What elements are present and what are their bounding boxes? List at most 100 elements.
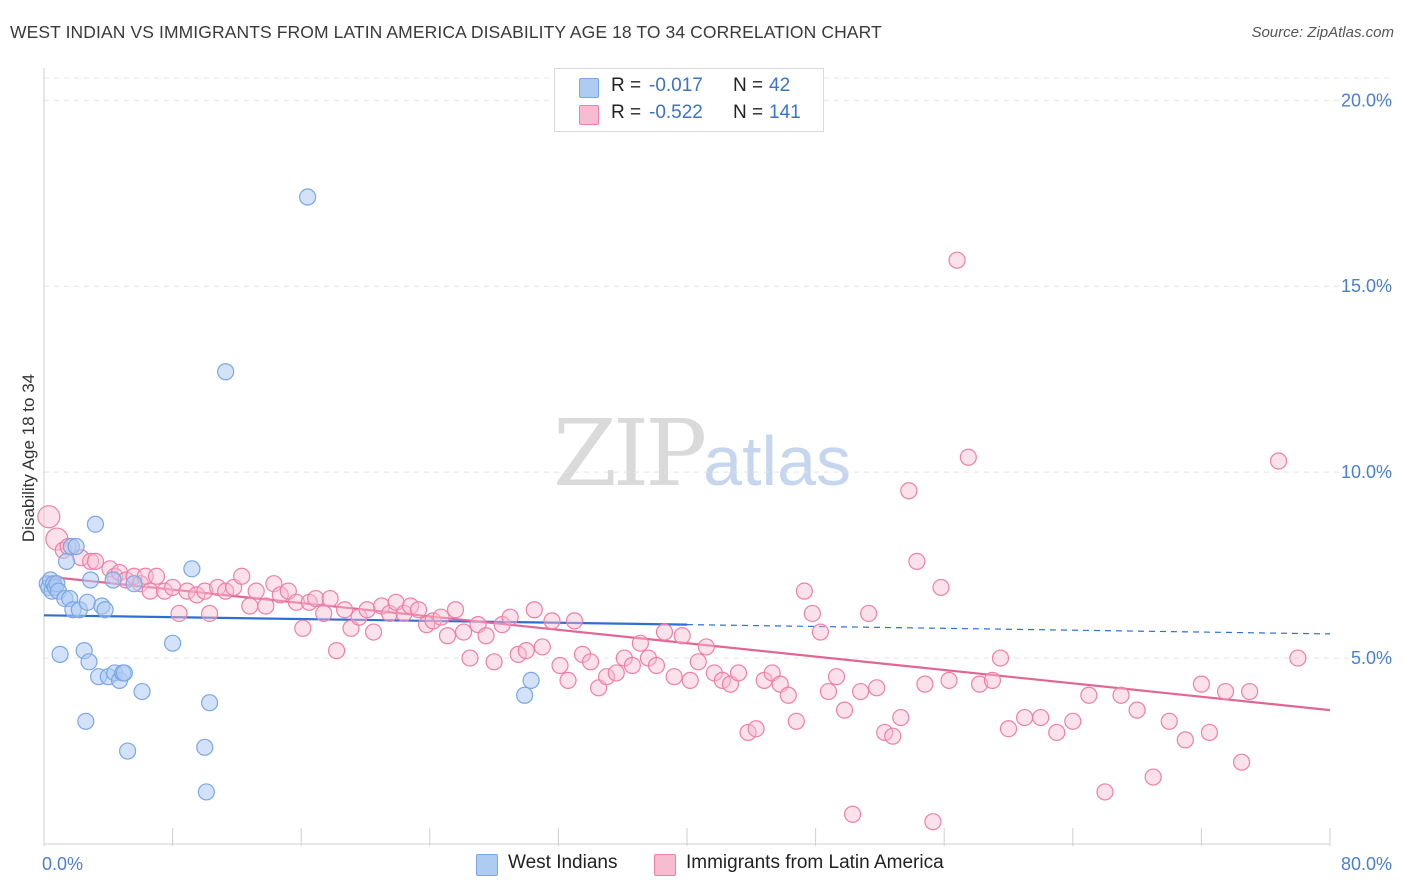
point-latin-america [852,682,870,701]
point-latin-america [787,712,805,730]
point-latin-america [983,671,1002,689]
trend-line-latin-america [43,575,1331,712]
source-label: Source: ZipAtlas.com [1251,24,1394,41]
legend-r-value: -0.017 [649,75,703,96]
point-west-indians [522,671,540,689]
chart-title: WEST INDIAN VS IMMIGRANTS FROM LATIN AME… [10,22,882,42]
point-latin-america [1200,723,1219,742]
point-west-indians [118,742,137,760]
point-latin-america [178,582,196,600]
point-latin-america [364,623,383,641]
point-latin-america [631,634,649,652]
legend-n-label: N = [733,102,764,123]
point-latin-america [565,612,584,630]
point-west-indians [133,682,151,701]
point-latin-america [86,552,105,570]
y-tick-label: 5.0% [1351,648,1392,668]
trend-lines [43,575,1331,712]
point-west-indians [104,571,122,589]
point-latin-america [892,708,910,727]
point-latin-america [1096,783,1114,801]
point-latin-america [729,664,748,682]
point-latin-america [424,612,442,630]
point-latin-america [438,627,457,645]
point-latin-america [141,582,159,600]
point-west-indians [217,363,235,381]
point-latin-america [327,642,346,660]
point-west-indians [80,653,98,671]
y-tick-label: 10.0% [1341,462,1392,482]
point-latin-america [307,589,325,608]
point-west-indians [57,552,76,570]
legend-r-label: R = [611,75,642,96]
point-latin-america [147,567,166,585]
point-latin-america [358,601,376,619]
point-latin-america [1064,712,1082,730]
point-west-indians [299,188,317,206]
point-latin-america [446,601,465,619]
point-latin-america [1015,708,1034,727]
point-latin-america [598,668,616,686]
point-west-indians [96,601,114,619]
legend-swatch-latin-america [579,105,599,125]
point-west-indians [115,664,133,682]
bottom-legend-swatch [476,854,498,876]
point-latin-america [681,671,699,689]
point-latin-america [843,805,862,823]
watermark-zip: ZIP [553,400,707,507]
point-west-indians [77,712,95,730]
point-latin-america [827,668,846,686]
legend-r-value: -0.522 [649,102,703,123]
point-latin-america [170,604,188,623]
point-latin-america [811,623,830,641]
axes [43,68,1331,846]
legend-swatch-west-indians [579,78,599,98]
point-latin-america [257,597,275,615]
point-latin-america [543,612,561,630]
bottom-legend-label: Immigrants from Latin America [686,852,944,873]
point-latin-america [940,671,958,689]
point-latin-america [155,582,174,600]
legend-r-label: R = [611,102,642,123]
point-latin-america [247,582,265,600]
point-latin-america [673,627,691,645]
point-latin-america [533,638,551,656]
y-tick-label: 15.0% [1341,276,1392,296]
point-latin-america [581,653,600,671]
watermark: ZIPatlas [553,400,851,507]
point-latin-america [294,619,312,637]
point-latin-america [697,638,715,656]
point-latin-america [647,656,666,675]
point-latin-america [1269,452,1288,470]
point-latin-america [991,649,1010,667]
point-latin-america [559,671,577,689]
point-latin-america [1192,675,1211,693]
point-latin-america [868,679,886,697]
point-latin-america [1128,701,1146,719]
point-latin-america [916,675,934,693]
point-latin-america [517,642,535,660]
point-latin-america [336,601,354,619]
point-west-indians [197,783,215,801]
point-west-indians [67,537,85,556]
x-tick-label: 80.0% [1341,854,1392,874]
point-latin-america [1241,682,1259,701]
point-latin-america [401,597,420,615]
point-latin-america [924,813,942,831]
point-latin-america [860,604,878,623]
point-latin-america [1216,682,1235,701]
point-latin-america [287,593,305,611]
point-west-indians [200,694,219,712]
legend-n-label: N = [733,75,764,96]
point-latin-america [509,645,527,663]
x-tick-label: 0.0% [42,854,83,874]
point-latin-america [241,597,259,615]
point-latin-america [655,623,674,641]
point-latin-america [999,720,1018,738]
y-axis-label: Disability Age 18 to 34 [19,374,38,542]
bottom-legend-label: West Indians [508,852,618,873]
point-west-indians [183,560,201,578]
point-latin-america [37,505,61,529]
point-latin-america [607,664,625,682]
